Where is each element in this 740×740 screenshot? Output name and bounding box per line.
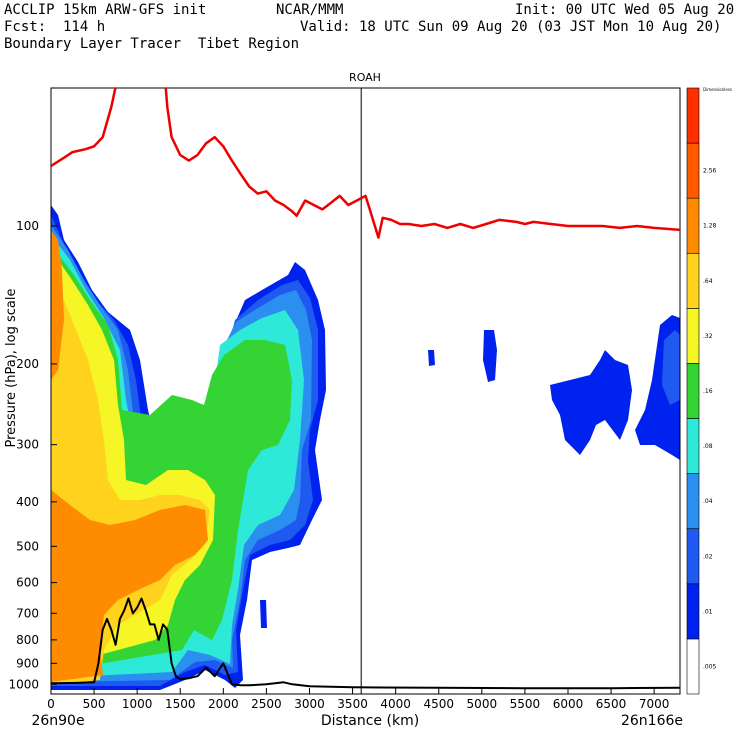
chart-title: ROAH: [349, 71, 381, 84]
contour-right-blob-1: [428, 350, 435, 366]
colorbar-label: 2.56: [703, 168, 717, 175]
colorbar-swatch: [686, 418, 700, 474]
x-start-label: 26n90e: [31, 713, 84, 729]
x-tick-label: 1500: [165, 697, 196, 711]
colorbar-swatch: [686, 308, 700, 364]
header-line1-right: Init: 00 UTC Wed 05 Aug 20: [515, 2, 735, 18]
x-tick-label: 7000: [639, 697, 670, 711]
x-tick-label: 5000: [467, 697, 498, 711]
y-axis: 100 200 300 400 500 600 700 800 900 1000: [8, 219, 57, 691]
colorbar-label: .16: [703, 388, 713, 395]
x-tick-label: 4000: [380, 697, 411, 711]
colorbar-swatch: [686, 638, 700, 695]
tracer-contours: [51, 205, 680, 690]
y-tick-label: 500: [16, 539, 39, 553]
y-tick-label: 700: [16, 606, 39, 620]
x-tick-label: 6500: [596, 697, 627, 711]
x-axis-label: Distance (km): [321, 713, 419, 729]
colorbar-swatch: [686, 473, 700, 530]
y-tick-label: 900: [16, 656, 39, 670]
x-tick-label: 0: [47, 697, 55, 711]
colorbar-swatch: [686, 583, 700, 640]
contour-right-blob-4-inner: [662, 330, 680, 405]
x-tick-label: 500: [83, 697, 106, 711]
x-tick-label: 5500: [510, 697, 541, 711]
y-tick-label: 800: [16, 633, 39, 647]
colorbar-label: .32: [703, 333, 713, 340]
y-tick-label: 1000: [8, 677, 39, 691]
colorbar-swatch: [686, 528, 700, 585]
colorbar-swatch: [686, 142, 700, 199]
surface-line: [51, 597, 680, 690]
contour-right-blob-3: [550, 350, 632, 455]
contour-right-blob-2: [483, 330, 497, 382]
header-line3-left: Boundary Layer Tracer Tibet Region: [4, 36, 300, 52]
x-axis: 0 500 1000 1500 2000 2500 3000 3500 4000 4500 5000…: [47, 688, 669, 711]
colorbar-label: .08: [703, 443, 713, 450]
contour-small-blob-lower: [260, 600, 267, 628]
x-end-label: 26n166e: [621, 713, 683, 729]
colorbar-label: Dimensionless: [703, 87, 732, 92]
colorbar-label: .04: [703, 498, 713, 505]
x-tick-label: 3500: [337, 697, 368, 711]
colorbar: .005 .01 .02 .04 .08 .16 .32 .64 1.28 2.56 Dimensi…: [686, 87, 732, 695]
y-tick-label: 200: [16, 357, 39, 371]
x-tick-label: 6000: [553, 697, 584, 711]
plot-frame: [50, 87, 681, 695]
colorbar-swatch: [686, 197, 700, 254]
header-line2-left: Fcst: 114 h: [4, 19, 106, 35]
x-tick-label: 2500: [251, 697, 282, 711]
x-tick-label: 4500: [423, 697, 454, 711]
header-line1-left: ACCLIP 15km ARW-GFS init: [4, 2, 207, 18]
y-axis-label: Pressure (hPa), log scale: [4, 289, 19, 448]
x-tick-label: 1000: [122, 697, 153, 711]
header-line1-center: NCAR/MMM: [276, 2, 344, 18]
tropopause-line: [51, 88, 680, 239]
plot-border: [50, 87, 681, 695]
y-tick-label: 300: [16, 438, 39, 452]
y-tick-label: 600: [16, 576, 39, 590]
colorbar-label: .02: [703, 553, 713, 560]
colorbar-label: .64: [703, 278, 713, 285]
contour-upper-left-orange: [51, 230, 64, 380]
colorbar-swatch: [686, 252, 700, 309]
contour-darkorange: [51, 490, 208, 682]
colorbar-label: 1.28: [703, 223, 717, 230]
colorbar-swatch: [686, 363, 700, 419]
x-tick-label: 3000: [294, 697, 325, 711]
x-tick-label: 2000: [208, 697, 239, 711]
colorbar-swatch: [686, 87, 700, 144]
y-tick-label: 400: [16, 495, 39, 509]
colorbar-label: .005: [703, 663, 717, 670]
header-line2-right: Valid: 18 UTC Sun 09 Aug 20 (03 JST Mon …: [300, 19, 722, 35]
y-tick-label: 100: [16, 219, 39, 233]
colorbar-label: .01: [703, 608, 713, 615]
